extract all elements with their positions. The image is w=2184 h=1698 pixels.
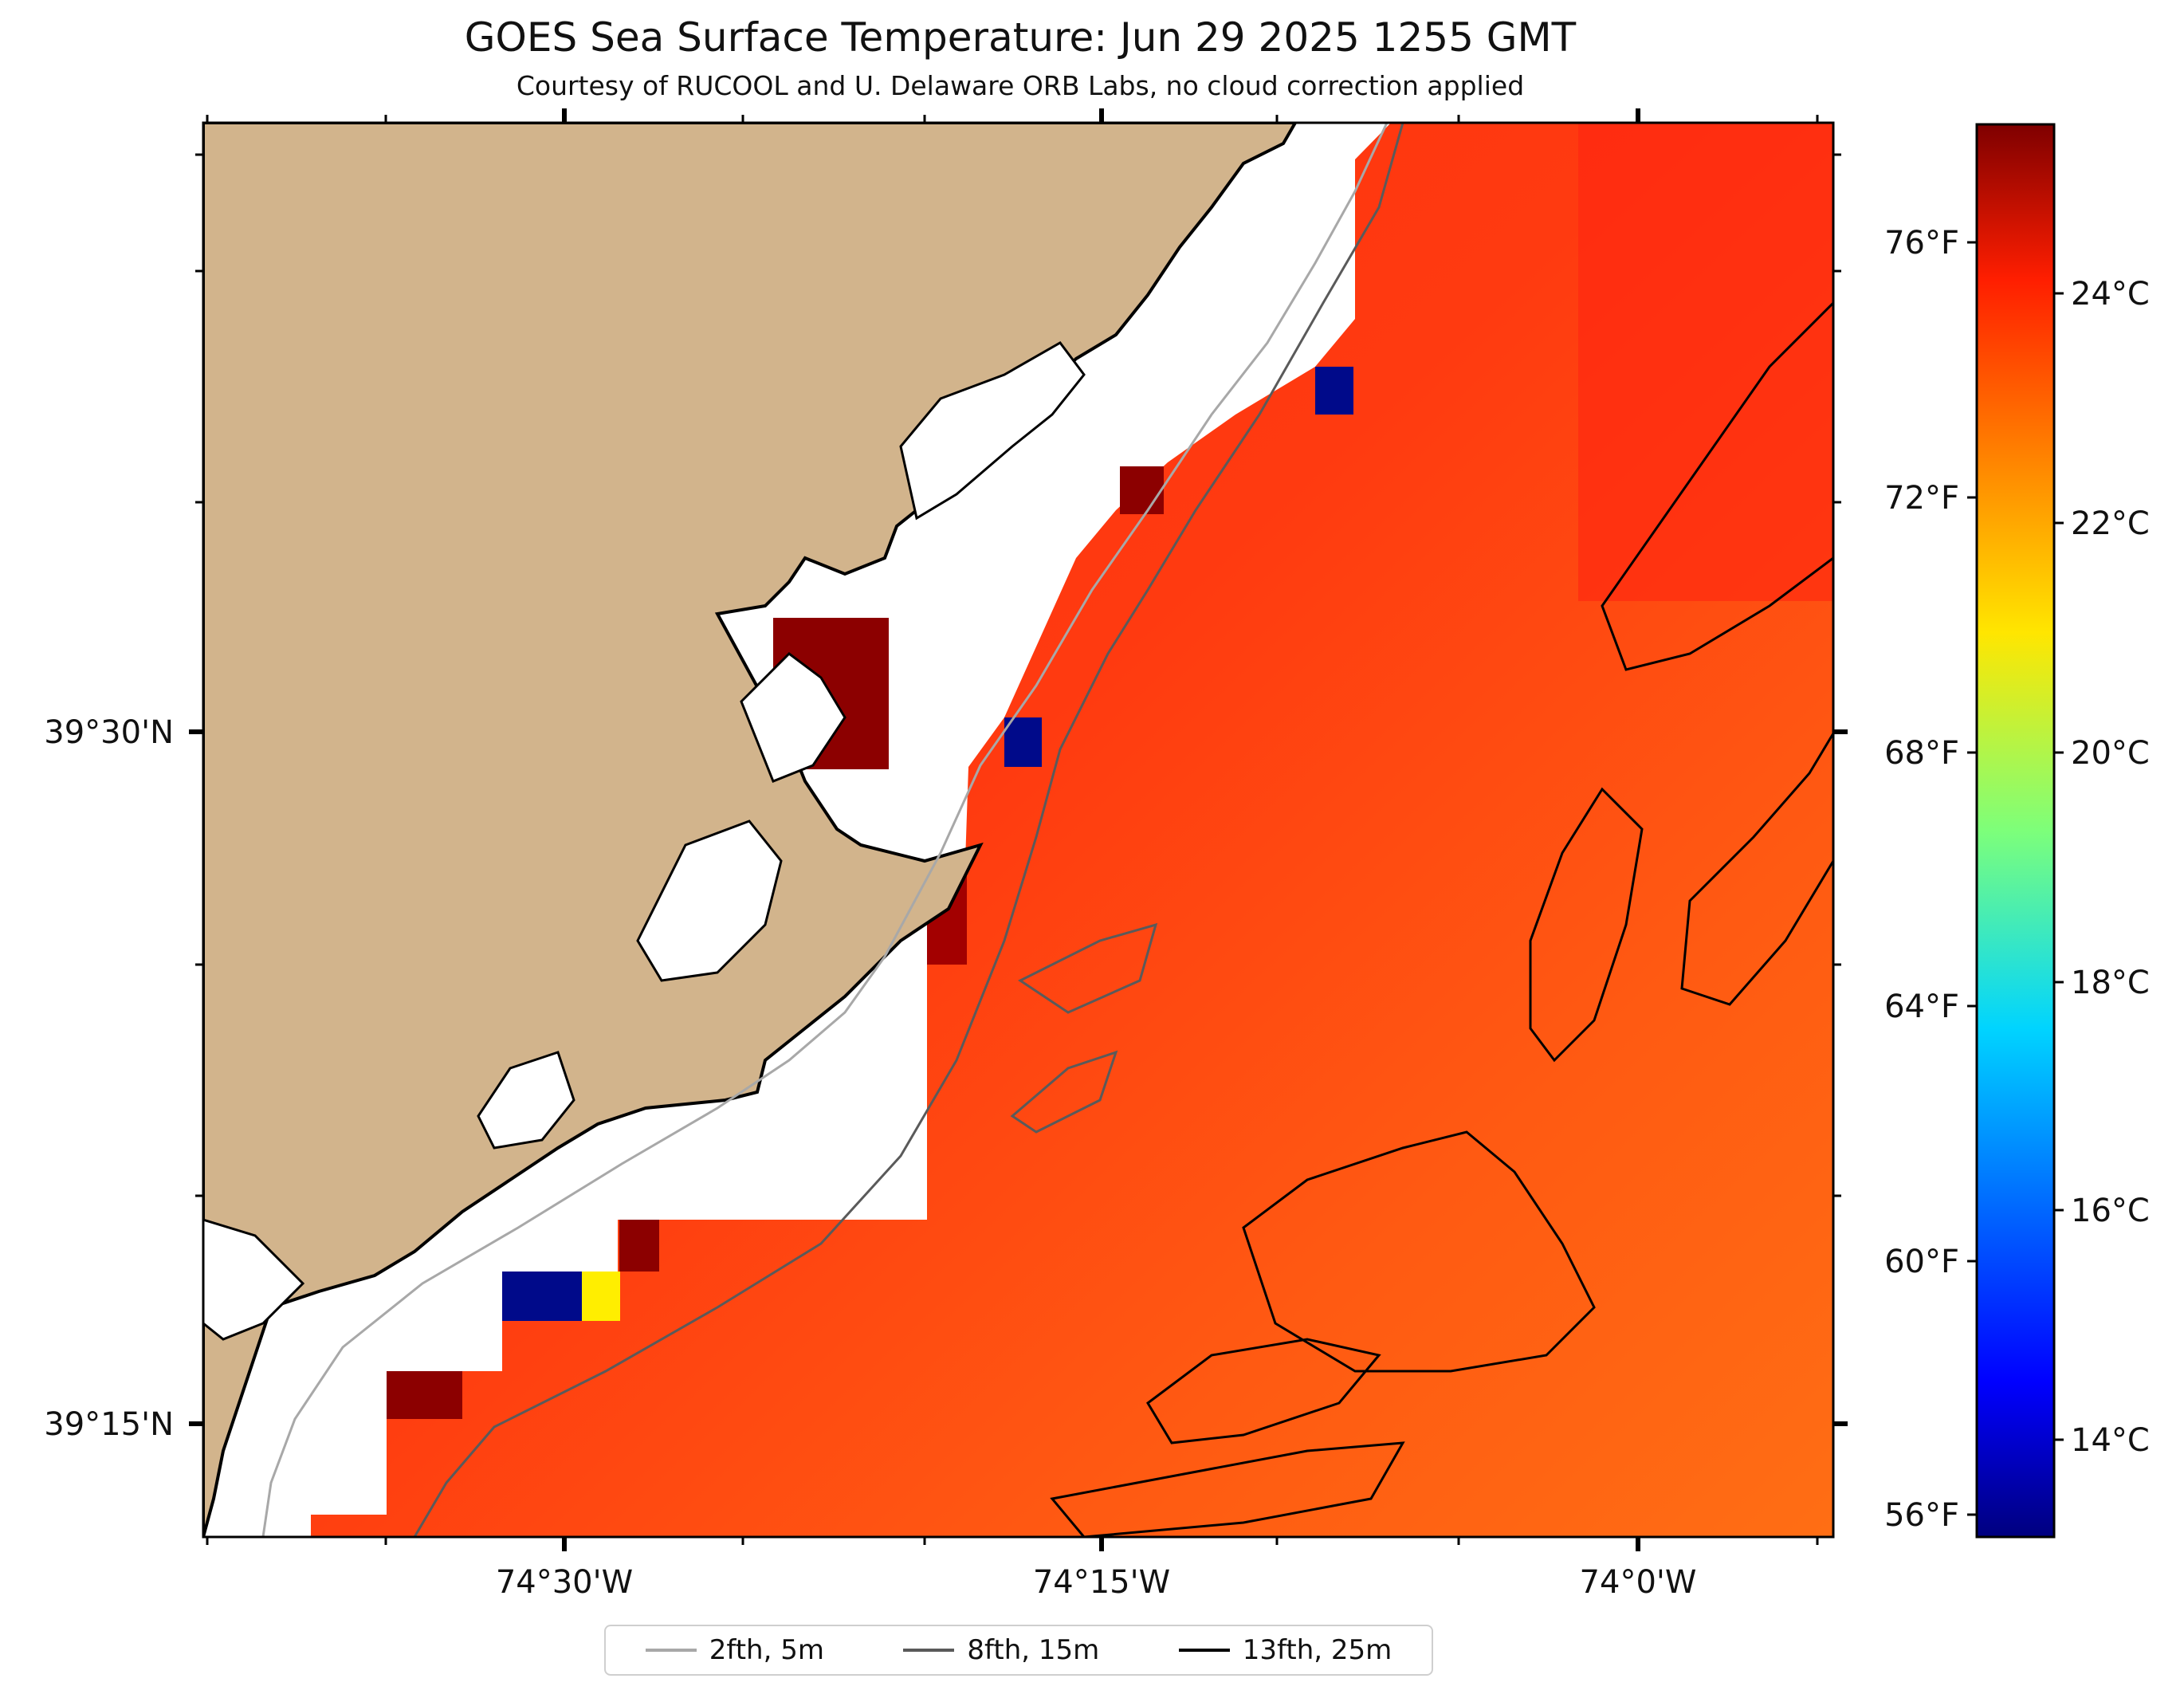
map-title: GOES Sea Surface Temperature: Jun 29 202… [464, 14, 1577, 61]
isobath-13fth [1242, 1130, 1596, 1373]
bay [636, 820, 783, 982]
colorbar [1975, 123, 2056, 1539]
lat-label: 39°30'N [44, 714, 174, 751]
isobath-8fth-shoal [1010, 1050, 1118, 1134]
lat-label: 39°15'N [44, 1406, 174, 1443]
legend-line-swatch [903, 1649, 955, 1652]
isobath-13fth-shoal [1601, 301, 1833, 671]
colorbar-celsius-label: 16°C [2071, 1193, 2150, 1229]
sst-hot-pixel [387, 1371, 462, 1419]
axis-ticks [189, 108, 1848, 1551]
legend-label: 8fth, 15m [967, 1634, 1100, 1666]
legend-item-8fth: 8fth, 15m [903, 1634, 1099, 1666]
colorbar-fahrenheit-label: 64°F [1884, 989, 1959, 1025]
legend-label: 2fth, 5m [709, 1634, 824, 1666]
lon-label: 74°30'W [496, 1564, 633, 1601]
sst-cold-pixel [1315, 367, 1353, 415]
bay [477, 1051, 575, 1150]
sst-cold-pixel [502, 1272, 582, 1321]
sst-hot-pixel [619, 1220, 659, 1272]
colorbar-fahrenheit-label: 72°F [1884, 480, 1959, 517]
isobath-8fth-shoal [1018, 922, 1158, 1014]
legend-line-swatch [645, 1649, 697, 1652]
lon-label: 74°0'W [1580, 1564, 1697, 1601]
colorbar-celsius-label: 24°C [2071, 276, 2150, 312]
colorbar-celsius-label: 14°C [2071, 1422, 2150, 1459]
colorbar-celsius-label: 22°C [2071, 505, 2150, 542]
isobath-legend: 2fth, 5m 8fth, 15m 13fth, 25m [604, 1625, 1433, 1676]
isobath-13fth-shoal [1680, 731, 1833, 1006]
legend-item-13fth: 13fth, 25m [1178, 1634, 1392, 1666]
map-subtitle: Courtesy of RUCOOL and U. Delaware ORB L… [516, 70, 1525, 101]
legend-line-swatch [1178, 1649, 1230, 1652]
sst-field [311, 123, 1833, 1537]
colorbar-fahrenheit-label: 60°F [1884, 1244, 1959, 1280]
lon-label: 74°15'W [1033, 1564, 1170, 1601]
isobath-2fth [261, 123, 1389, 1537]
sst-hot-pixel [1120, 466, 1164, 514]
legend-item-2fth: 2fth, 5m [645, 1634, 824, 1666]
bay [899, 341, 1086, 521]
sst-warm-patch [1578, 123, 1833, 601]
map-area [203, 123, 1833, 1537]
colorbar-ticks [1967, 241, 2064, 1516]
bay [203, 1218, 305, 1341]
legend-label: 13fth, 25m [1242, 1634, 1392, 1666]
isobath-8fth [413, 123, 1404, 1537]
colorbar-fahrenheit-label: 68°F [1884, 735, 1959, 772]
isobath-13fth-shoal [1146, 1338, 1381, 1444]
sst-cold-pixel [1004, 717, 1042, 767]
colorbar-celsius-label: 20°C [2071, 735, 2150, 772]
map-frame [202, 121, 1835, 1539]
colorbar-celsius-label: 18°C [2071, 965, 2150, 1001]
colorbar-fahrenheit-label: 76°F [1884, 225, 1959, 261]
isobath-13fth-shoal [1529, 787, 1644, 1063]
colorbar-fahrenheit-label: 56°F [1884, 1497, 1959, 1534]
sst-yellow-pixel [582, 1272, 620, 1321]
isobath-13fth-shoal [1050, 1441, 1405, 1537]
bay [740, 652, 846, 783]
